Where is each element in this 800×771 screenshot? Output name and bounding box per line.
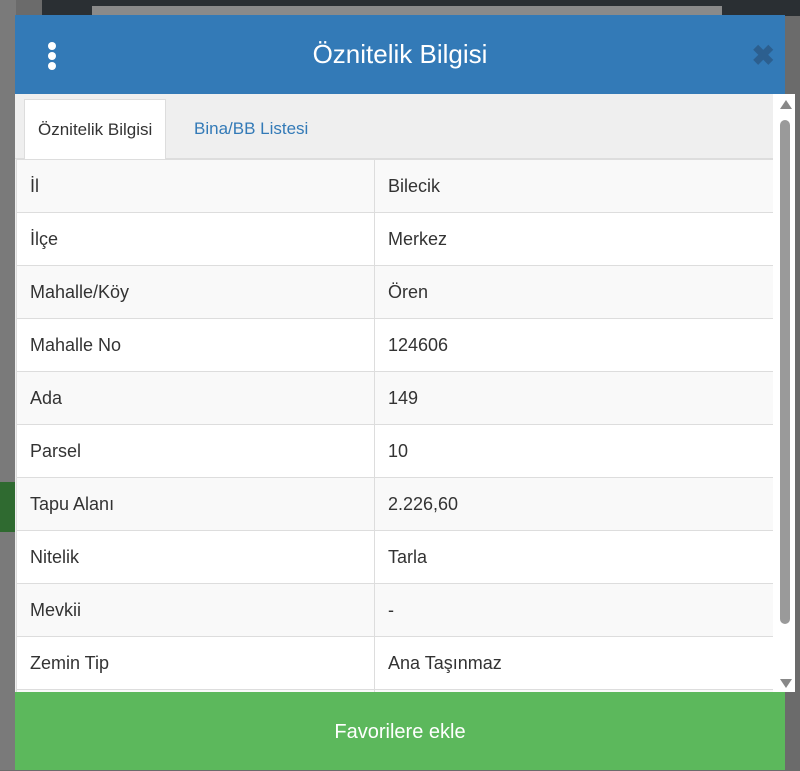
attribute-value: Ören [374, 265, 773, 319]
attribute-table: İl Bilecik İlçe Merkez Mahalle/Köy Ören Mahall… [16, 159, 773, 692]
attribute-value: Bilecik [374, 159, 773, 213]
background-green-element [0, 482, 16, 532]
add-to-favorites-button[interactable]: Favorilere ekle [15, 692, 785, 770]
background-map [42, 0, 800, 16]
attribute-value: 10 [374, 424, 773, 478]
attribute-name: İlçe [16, 212, 375, 266]
table-row: Mevkii - [16, 583, 773, 637]
attribute-value: Ana Taşınmaz [374, 636, 773, 690]
scroll-down-icon[interactable] [780, 679, 792, 688]
attribute-value: - [374, 583, 773, 637]
attribute-value [374, 689, 773, 692]
attribute-name: Nitelik [16, 530, 375, 584]
background-page [0, 0, 16, 770]
attribute-name: Mahalle/Köy [16, 265, 375, 319]
close-icon[interactable]: ✖ [751, 40, 775, 71]
tab-building-list[interactable]: Bina/BB Listesi [194, 119, 309, 138]
attribute-value: Tarla [374, 530, 773, 584]
table-row: İlçe Merkez [16, 212, 773, 266]
attribute-name: Parsel [16, 424, 375, 478]
table-row: Zemin Tip Ana Taşınmaz [16, 636, 773, 690]
modal-body: Öznitelik Bilgisi Bina/BB Listesi İl Bile… [15, 94, 773, 692]
attribute-value: 124606 [374, 318, 773, 372]
attribute-name: Mevkii [16, 583, 375, 637]
attribute-name: Ada [16, 371, 375, 425]
table-row: Parsel 10 [16, 424, 773, 478]
table-row: Mahalle No 124606 [16, 318, 773, 372]
tab-attribute-info[interactable]: Öznitelik Bilgisi [24, 99, 167, 159]
attribute-info-modal: Öznitelik Bilgisi ✖ Öznitelik Bilgisi Bi… [15, 15, 795, 770]
scrollbar[interactable] [775, 94, 795, 692]
scroll-up-icon[interactable] [780, 100, 792, 109]
modal-header: Öznitelik Bilgisi ✖ [15, 15, 785, 94]
table-row [16, 689, 773, 692]
attribute-name: Tapu Alanı [16, 477, 375, 531]
modal-title: Öznitelik Bilgisi [312, 39, 488, 69]
table-row: Tapu Alanı 2.226,60 [16, 477, 773, 531]
table-row: Ada 149 [16, 371, 773, 425]
attribute-name: İl [16, 159, 375, 213]
scrollbar-thumb[interactable] [780, 120, 790, 624]
table-row: Nitelik Tarla [16, 530, 773, 584]
attribute-value: 149 [374, 371, 773, 425]
tab-bar: Öznitelik Bilgisi Bina/BB Listesi [15, 94, 773, 159]
attribute-name: Mahalle No [16, 318, 375, 372]
attribute-value: 2.226,60 [374, 477, 773, 531]
table-row: İl Bilecik [16, 159, 773, 213]
table-row: Mahalle/Köy Ören [16, 265, 773, 319]
attribute-name: Zemin Tip [16, 636, 375, 690]
vertical-ellipsis-icon[interactable] [47, 42, 57, 70]
attribute-value: Merkez [374, 212, 773, 266]
